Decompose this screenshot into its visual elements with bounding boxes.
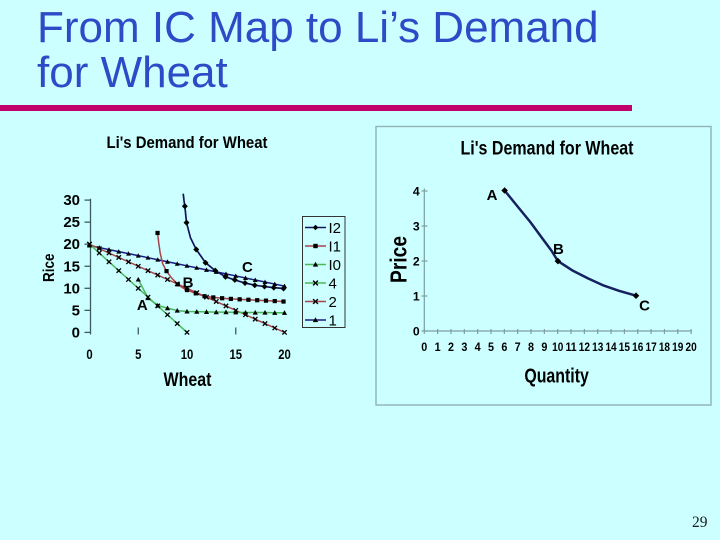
svg-text:Li's Demand for Wheat: Li's Demand for Wheat [107,133,268,152]
svg-text:12: 12 [579,340,590,354]
svg-text:Quantity: Quantity [524,366,589,388]
svg-text:9: 9 [541,340,547,354]
svg-text:0: 0 [72,324,80,341]
svg-text:18: 18 [659,340,670,354]
svg-text:4: 4 [413,184,420,198]
svg-text:B: B [553,241,564,258]
svg-text:1: 1 [435,340,441,354]
svg-text:2: 2 [329,294,337,311]
svg-text:17: 17 [645,340,656,354]
svg-text:5: 5 [135,346,141,362]
svg-text:15: 15 [63,258,80,275]
svg-text:Wheat: Wheat [164,370,213,391]
svg-text:15: 15 [619,340,630,354]
svg-text:B: B [183,275,194,292]
svg-text:20: 20 [278,346,291,362]
svg-text:C: C [639,298,650,315]
svg-text:Price: Price [386,236,412,283]
svg-text:14: 14 [605,340,616,354]
svg-text:8: 8 [528,340,534,354]
svg-text:19: 19 [672,340,683,354]
svg-text:C: C [242,259,253,276]
svg-text:25: 25 [63,214,80,231]
svg-text:I2: I2 [329,220,342,237]
svg-text:13: 13 [592,340,603,354]
svg-text:I0: I0 [329,257,342,274]
svg-text:1: 1 [329,313,337,330]
svg-text:A: A [487,187,498,204]
svg-text:4: 4 [329,276,337,293]
svg-text:7: 7 [515,340,521,354]
svg-text:3: 3 [413,219,420,233]
svg-text:0: 0 [421,340,427,354]
svg-text:1: 1 [413,289,420,303]
svg-text:15: 15 [229,346,242,362]
svg-text:20: 20 [63,236,80,253]
svg-text:5: 5 [72,302,80,319]
svg-text:10: 10 [552,340,563,354]
svg-text:0: 0 [413,324,420,338]
svg-text:Rice: Rice [41,253,58,282]
svg-text:6: 6 [501,340,507,354]
svg-text:3: 3 [461,340,467,354]
svg-text:30: 30 [63,192,80,209]
svg-text:16: 16 [632,340,643,354]
svg-text:20: 20 [686,340,697,354]
svg-text:A: A [137,297,148,314]
svg-text:2: 2 [413,254,420,268]
svg-text:10: 10 [181,346,194,362]
svg-text:5: 5 [488,340,494,354]
svg-text:I1: I1 [329,239,342,256]
svg-text:2: 2 [448,340,454,354]
svg-text:0: 0 [86,346,92,362]
svg-text:Li's Demand for Wheat: Li's Demand for Wheat [461,138,635,159]
svg-text:11: 11 [565,340,576,354]
svg-text:10: 10 [63,280,80,297]
svg-text:4: 4 [475,340,481,354]
